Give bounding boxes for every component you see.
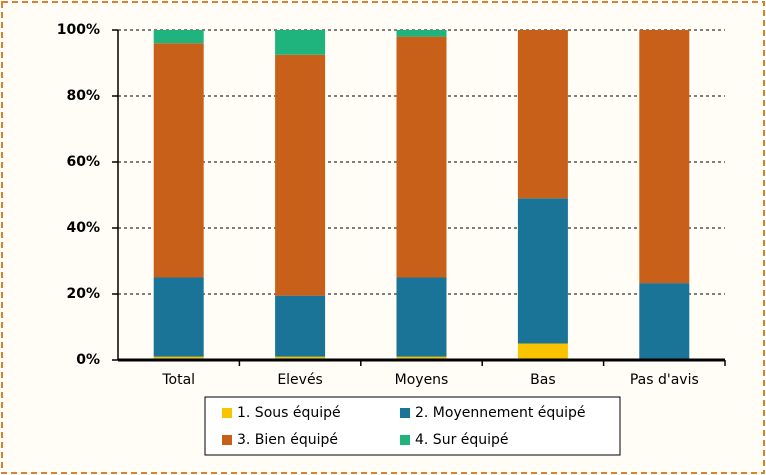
bar-segment [153,43,204,278]
bar-segment [153,30,204,44]
bar-segment [396,36,447,278]
bar-segment [275,356,326,360]
legend-label: 4. Sur équipé [415,432,509,448]
bar-segment [639,283,690,360]
bar-segment [517,198,568,344]
legend-label: 1. Sous équipé [237,405,341,421]
legend-label: 2. Moyennement équipé [415,405,586,421]
bar-segment [639,30,690,284]
y-tick-label: 20% [66,286,100,302]
bar-segment [517,30,568,199]
bar-segment [396,30,447,37]
x-tick-label: Pas d'avis [630,372,699,388]
bar-segment [517,343,568,360]
x-tick-label: Total [161,372,195,388]
bar-segment [275,54,326,296]
bar-segment [153,277,204,357]
x-tick-label: Elevés [277,372,323,388]
y-tick-label: 0% [76,352,100,368]
legend-swatch [400,408,410,418]
bar-segment [153,356,204,360]
y-tick-label: 60% [66,154,100,170]
bar-segment [275,30,326,55]
y-tick-label: 80% [66,88,100,104]
legend-swatch [222,408,232,418]
legend-label: 3. Bien équipé [237,432,338,448]
y-tick-label: 100% [57,22,100,38]
legend-swatch [400,435,410,445]
x-tick-label: Bas [530,372,555,388]
x-tick-label: Moyens [395,372,449,388]
y-tick-label: 40% [66,220,100,236]
bar-segment [275,295,326,357]
bar-segment [396,356,447,360]
legend-swatch [222,435,232,445]
legend-box [204,396,621,456]
bar-segment [396,277,447,357]
